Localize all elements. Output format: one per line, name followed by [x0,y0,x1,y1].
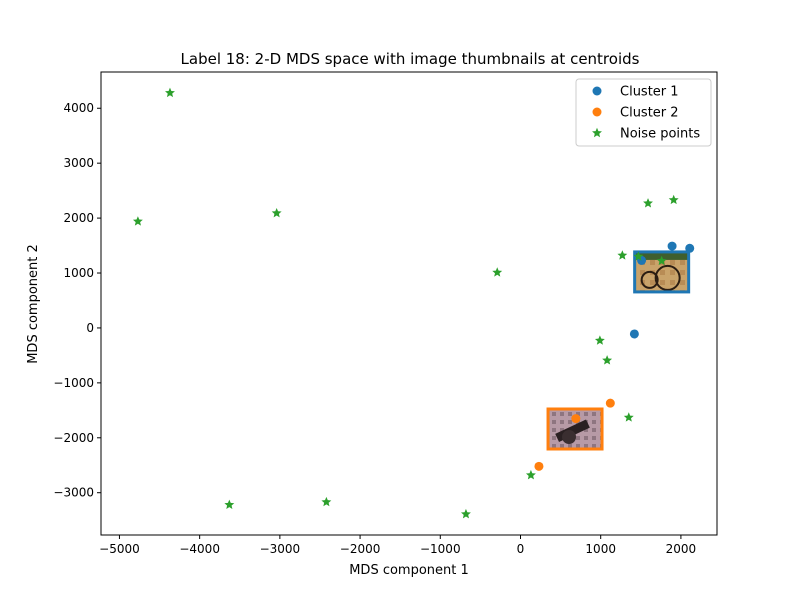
scatter-point [602,355,613,365]
x-tick-label: −3000 [260,542,301,556]
plot-area-frame [100,71,718,536]
scatter-point [617,250,628,260]
scatter-point [594,335,605,345]
y-axis-label: MDS component 2 [26,244,41,364]
scatter-point [534,461,544,471]
scatter-point [165,87,175,98]
y-axis-ticks: −3000 −2000 −1000 0 1000 2000 3000 4000 [53,101,101,500]
scatter-point [643,198,653,208]
wheel-shape [654,264,681,291]
data-points-layer [132,87,695,519]
x-tick-label: 2000 [666,542,697,556]
wheel-shape [562,429,577,444]
y-tick-label: 0 [86,321,94,335]
scatter-point [605,398,615,408]
scatter-point [633,251,644,261]
thumbnail-border [633,250,691,294]
y-tick-label: 3000 [63,156,94,170]
x-axis-ticks: −5000 −4000 −3000 −2000 −1000 0 1000 2000 [99,535,696,556]
y-tick-label: 2000 [63,211,94,225]
x-tick-label: −4000 [179,542,220,556]
y-tick-label: 1000 [63,266,94,280]
scatter-point [321,496,332,507]
scatter-point [667,241,677,251]
wheel-shape [640,270,659,289]
series-3 [132,87,679,519]
scatter-point [132,216,143,226]
scatter-point [656,255,667,266]
scatter-point [685,243,695,253]
scatter-point [571,414,581,424]
legend-label: Cluster 1 [620,85,679,100]
legend-marker [592,127,602,138]
x-tick-label: 0 [517,542,525,556]
x-tick-label: −2000 [340,542,381,556]
y-tick-label: −1000 [53,376,94,390]
y-tick-label: −3000 [53,486,94,500]
chart-title: Label 18: 2-D MDS space with image thumb… [181,50,640,68]
legend-box [575,78,712,147]
series-2 [534,398,615,471]
scatter-point [623,412,634,422]
y-tick-label: 4000 [63,101,94,115]
thumbnail-border [546,407,604,451]
legend-item: Cluster 1 [592,85,679,100]
x-tick-label: 1000 [585,542,616,556]
legend-label: Noise points [620,127,700,142]
legend-marker [592,86,602,96]
scatter-point [668,194,679,205]
x-tick-label: −5000 [99,542,140,556]
scatter-point [492,267,503,277]
scatter-point [224,499,235,509]
x-tick-label: −1000 [420,542,461,556]
legend-item: Cluster 2 [592,106,679,121]
legend-label: Cluster 2 [620,106,679,121]
legend-item: Noise points [592,127,700,142]
scatter-point [461,508,471,519]
legend: Cluster 1 Cluster 2 Noise points [575,78,712,147]
y-tick-label: −2000 [53,431,94,445]
x-axis-label: MDS component 1 [349,563,469,578]
scatter-point [525,469,536,480]
thumbnails-layer [546,250,691,451]
legend-marker [592,107,602,117]
scatter-point [629,329,639,339]
scatter-point [271,207,282,218]
